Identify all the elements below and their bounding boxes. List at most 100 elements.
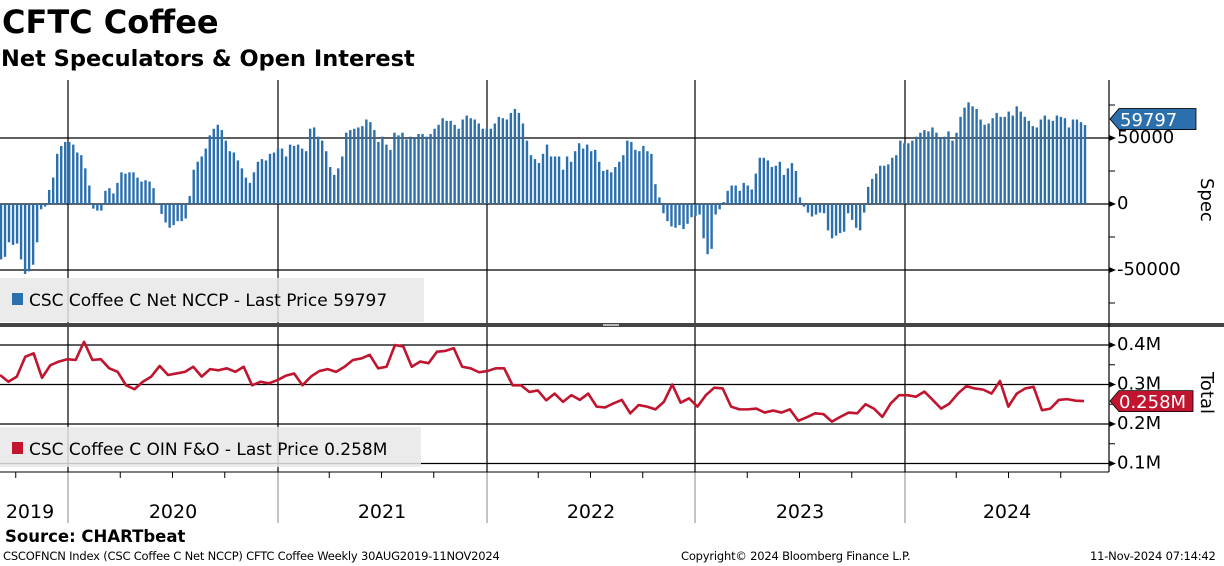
spec-bar bbox=[589, 151, 593, 204]
spec-bar bbox=[469, 118, 472, 204]
spec-bar bbox=[204, 148, 207, 204]
spec-bar bbox=[481, 128, 484, 204]
spec-bar bbox=[1019, 111, 1022, 204]
pane-resize-handle[interactable] bbox=[603, 324, 619, 326]
spec-bar bbox=[284, 156, 288, 204]
spec-bar bbox=[602, 171, 605, 204]
spec-bar bbox=[614, 167, 617, 204]
legend-spec-label: CSC Coffee C Net NCCP - Last Price 59797 bbox=[29, 291, 387, 311]
spec-bar bbox=[794, 171, 798, 204]
spec-bar bbox=[120, 172, 123, 204]
spec-bar bbox=[834, 204, 838, 236]
spec-bar bbox=[730, 185, 733, 204]
spec-bar bbox=[373, 130, 376, 204]
spec-bar bbox=[919, 132, 922, 204]
spec-bar bbox=[593, 149, 597, 204]
spec-bar bbox=[441, 118, 444, 204]
spec-bar bbox=[875, 173, 878, 204]
spec-bar bbox=[240, 168, 244, 204]
spec-bar bbox=[525, 140, 529, 204]
spec-bar bbox=[710, 204, 713, 249]
spec-bar bbox=[365, 119, 368, 204]
spec-bar bbox=[497, 116, 501, 204]
spec-bar bbox=[818, 204, 822, 213]
spec-bar bbox=[553, 156, 557, 204]
spec-bar bbox=[425, 136, 428, 204]
spec-bar bbox=[798, 197, 802, 204]
spec-bar bbox=[814, 204, 818, 215]
spec-bar bbox=[1047, 119, 1051, 204]
spec-bar bbox=[84, 168, 87, 204]
spec-bar bbox=[891, 157, 894, 204]
spec-bar bbox=[698, 204, 701, 215]
spec-bar bbox=[116, 182, 119, 204]
spec-bar bbox=[778, 161, 782, 204]
spec-bar bbox=[722, 202, 725, 204]
spec-bar bbox=[369, 122, 372, 204]
spec-bar bbox=[979, 119, 982, 204]
year-label: 2023 bbox=[776, 501, 824, 523]
spec-bar bbox=[349, 130, 352, 204]
spec-bar bbox=[646, 151, 649, 204]
spec-bar bbox=[995, 112, 998, 204]
spec-bar bbox=[618, 161, 621, 204]
spec-bar bbox=[1075, 119, 1079, 204]
spec-bar bbox=[706, 204, 709, 255]
spec-bar bbox=[445, 120, 448, 204]
spec-bar bbox=[634, 149, 637, 204]
spec-bar bbox=[164, 204, 167, 223]
spec-bar bbox=[212, 128, 215, 204]
spec-bar bbox=[959, 116, 962, 204]
spec-bar bbox=[320, 140, 324, 204]
spec-bar bbox=[662, 204, 665, 214]
spec-bar bbox=[826, 204, 830, 231]
spec-bar bbox=[1007, 111, 1010, 204]
spec-bar bbox=[188, 196, 191, 204]
spec-bar bbox=[822, 204, 826, 214]
spec-bar bbox=[654, 184, 657, 204]
spec-axis-label: Spec bbox=[1196, 178, 1217, 222]
legend-spec-swatch bbox=[12, 293, 23, 305]
spec-bar bbox=[144, 180, 147, 204]
spec-bar bbox=[678, 204, 681, 226]
total-tick-label: 0.2M bbox=[1117, 413, 1161, 434]
spec-bar bbox=[72, 144, 75, 204]
spec-bar bbox=[433, 128, 436, 204]
spec-bar bbox=[421, 134, 424, 204]
spec-bar bbox=[537, 163, 541, 204]
spec-bar bbox=[208, 135, 211, 204]
spec-bar bbox=[754, 173, 757, 204]
spec-bar bbox=[951, 140, 954, 204]
spec-bar bbox=[895, 155, 898, 204]
spec-bar bbox=[786, 168, 790, 204]
legend-oi-box bbox=[0, 427, 421, 467]
spec-bar bbox=[51, 177, 55, 204]
spec-bar bbox=[124, 173, 127, 204]
spec-bar bbox=[393, 132, 396, 204]
chart-title: CFTC Coffee bbox=[2, 3, 219, 41]
spec-bar bbox=[216, 124, 219, 204]
spec-bar bbox=[136, 177, 139, 204]
spec-bar bbox=[337, 168, 340, 204]
spec-bar bbox=[557, 156, 561, 204]
spec-bar bbox=[19, 204, 23, 260]
spec-bar bbox=[666, 204, 669, 222]
spec-bar bbox=[867, 186, 870, 204]
spec-bar bbox=[770, 167, 774, 204]
spec-bar bbox=[405, 139, 408, 204]
spec-bar bbox=[1079, 122, 1083, 204]
spec-bar bbox=[501, 118, 505, 204]
legend-oi-label: CSC Coffee C OIN F&O - Last Price 0.258M bbox=[29, 440, 387, 460]
chart-subtitle: Net Speculators & Open Interest bbox=[1, 46, 415, 72]
spec-bar bbox=[1059, 116, 1063, 204]
spec-bar bbox=[939, 138, 942, 204]
spec-bar bbox=[457, 128, 460, 204]
year-label: 2022 bbox=[567, 501, 615, 523]
spec-bar bbox=[304, 151, 308, 204]
spec-bar bbox=[11, 204, 15, 245]
open-interest-line bbox=[0, 340, 1085, 423]
spec-bar bbox=[1031, 126, 1035, 204]
spec-bar bbox=[1067, 127, 1071, 204]
spec-bar bbox=[276, 148, 280, 204]
